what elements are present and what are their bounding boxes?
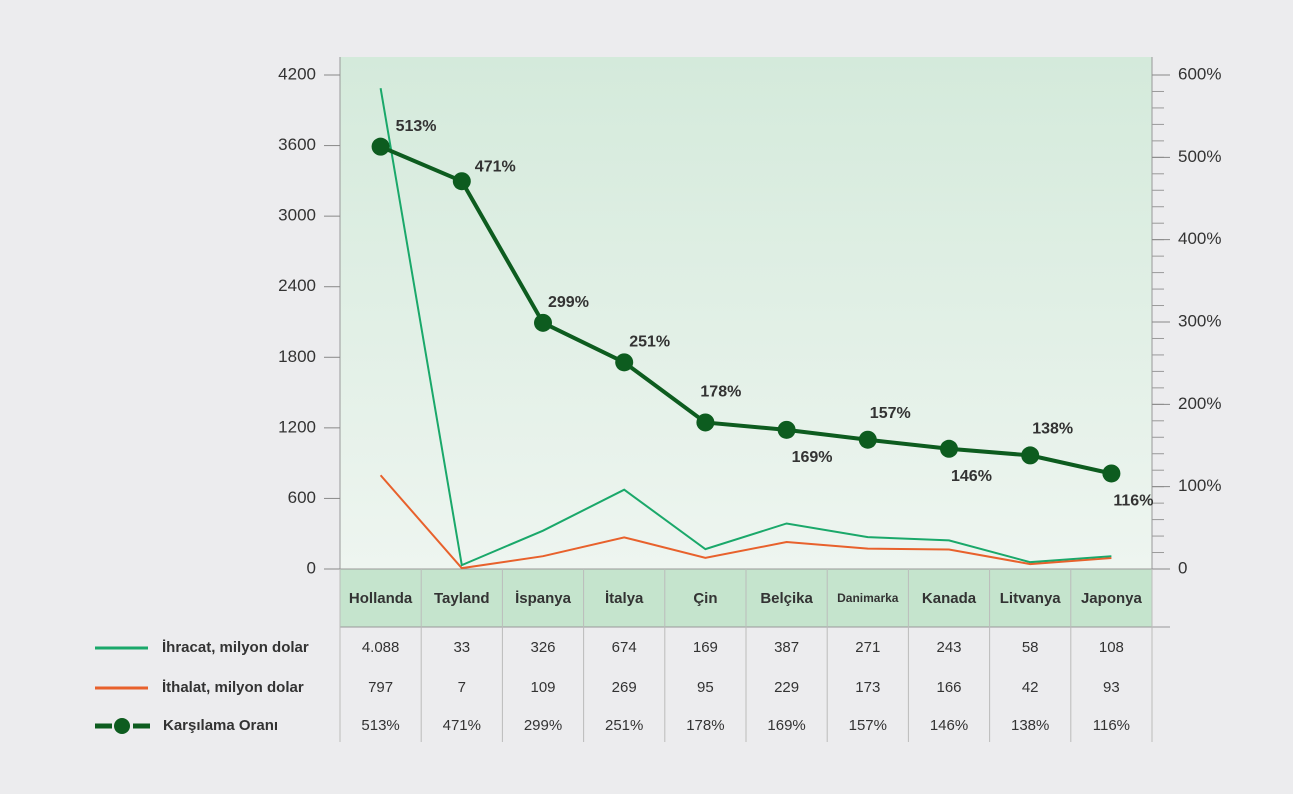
table-cell: 251% <box>605 717 643 734</box>
table-cell: 326 <box>530 639 555 656</box>
table-cell: 7 <box>458 679 466 696</box>
table-cell: 229 <box>774 679 799 696</box>
legend-label: İhracat, milyon dolar <box>162 639 309 656</box>
data-label: 157% <box>870 405 911 422</box>
table-cell: 173 <box>855 679 880 696</box>
y-tick-label: 0 <box>307 558 316 577</box>
table-cell: 93 <box>1103 679 1120 696</box>
series-point <box>452 172 471 191</box>
table-cell: 299% <box>524 717 562 734</box>
data-label: 146% <box>951 468 992 485</box>
y2-tick-label: 100% <box>1178 476 1221 495</box>
x-tick-label: İtalya <box>605 590 644 607</box>
x-tick-label: Tayland <box>434 590 490 607</box>
y-tick-label: 2400 <box>278 276 316 295</box>
x-tick-label: Danimarka <box>837 591 899 605</box>
series-point <box>1102 464 1121 483</box>
table-cell: 166 <box>936 679 961 696</box>
y-tick-label: 1800 <box>278 347 316 366</box>
y2-tick-label: 400% <box>1178 229 1221 248</box>
data-label: 251% <box>629 334 670 351</box>
y2-tick-label: 600% <box>1178 64 1221 83</box>
x-tick-label: Japonya <box>1081 590 1143 607</box>
series-point <box>1021 446 1040 465</box>
series-line <box>379 144 1112 476</box>
table-cell: 109 <box>530 679 555 696</box>
series-point <box>615 353 634 372</box>
series-line <box>379 88 1112 567</box>
table-cell: 4.088 <box>362 639 400 656</box>
table-cell: 387 <box>774 639 799 656</box>
table-cell: 108 <box>1099 639 1124 656</box>
y-tick-label: 600 <box>288 488 316 507</box>
y-tick-label: 3600 <box>278 135 316 154</box>
y2-tick-label: 200% <box>1178 394 1221 413</box>
data-label: 471% <box>475 158 516 175</box>
table-cell: 33 <box>453 639 470 656</box>
table-cell: 58 <box>1022 639 1039 656</box>
table-cell: 513% <box>361 717 399 734</box>
data-label: 116% <box>1113 493 1153 510</box>
y-tick-label: 1200 <box>278 417 316 436</box>
table-cell: 797 <box>368 679 393 696</box>
data-label: 513% <box>396 118 437 135</box>
table-cell: 116% <box>1093 717 1130 734</box>
y-tick-label: 3000 <box>278 206 316 225</box>
table-cell: 471% <box>443 717 481 734</box>
legend-label: Karşılama Oranı <box>163 717 278 734</box>
table-cell: 169% <box>767 717 805 734</box>
x-tick-label: Çin <box>693 590 717 607</box>
data-label: 138% <box>1032 421 1073 438</box>
y2-tick-label: 500% <box>1178 147 1221 166</box>
x-tick-label: Belçika <box>760 590 813 607</box>
data-label: 169% <box>792 449 833 466</box>
legend-label: İthalat, milyon dolar <box>162 679 304 696</box>
table-cell: 42 <box>1022 679 1039 696</box>
x-tick-label: Hollanda <box>349 590 413 607</box>
table-cell: 178% <box>686 717 724 734</box>
table-cell: 157% <box>849 717 887 734</box>
table-cell: 674 <box>612 639 637 656</box>
x-tick-label: Litvanya <box>1000 590 1062 607</box>
y-tick-label: 4200 <box>278 64 316 83</box>
series-line <box>379 474 1112 570</box>
table-cell: 271 <box>855 639 880 656</box>
series-point <box>371 137 390 156</box>
series-point <box>940 439 958 458</box>
table-cell: 169 <box>693 639 718 656</box>
data-label: 299% <box>548 294 589 311</box>
series-point <box>534 313 552 332</box>
series-point <box>858 430 877 449</box>
table-cell: 146% <box>930 717 968 734</box>
table-cell: 243 <box>936 639 961 656</box>
legend-marker <box>114 718 130 734</box>
table-cell: 95 <box>697 679 714 696</box>
series-point <box>696 413 715 432</box>
data-label: 178% <box>700 384 741 401</box>
plot-area <box>340 57 1152 569</box>
table-cell: 269 <box>612 679 637 696</box>
table-cell: 138% <box>1011 717 1049 734</box>
y2-tick-label: 300% <box>1178 311 1221 330</box>
x-tick-label: İspanya <box>515 590 572 607</box>
y2-tick-label: 0 <box>1178 558 1187 577</box>
series-point <box>777 420 796 439</box>
x-tick-label: Kanada <box>922 590 977 607</box>
